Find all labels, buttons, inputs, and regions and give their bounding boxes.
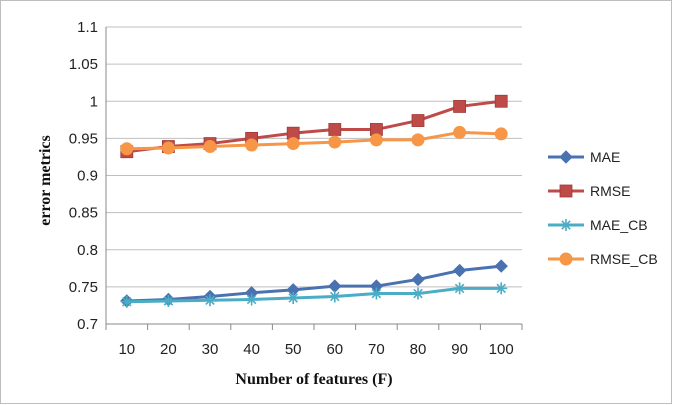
legend-item: MAE <box>548 149 620 165</box>
legend-item: RMSE_CB <box>548 251 658 267</box>
x-tick-label: 10 <box>118 341 135 358</box>
legend-label: MAE_CB <box>590 217 648 233</box>
data-point <box>411 133 425 147</box>
x-tick-label: 100 <box>489 341 514 358</box>
y-tick-label: 1.05 <box>69 56 98 73</box>
data-point <box>204 294 216 307</box>
legend-marker <box>559 252 573 266</box>
y-axis-title: error metrics <box>37 135 54 225</box>
data-point <box>494 259 508 273</box>
data-point <box>411 114 425 127</box>
data-point <box>120 142 134 156</box>
data-point <box>162 294 175 307</box>
data-point <box>203 140 217 154</box>
series-line <box>126 130 502 151</box>
data-point <box>494 94 508 108</box>
data-point <box>452 263 467 278</box>
legend-label: RMSE <box>590 183 630 199</box>
data-point <box>453 125 467 139</box>
series-mae-cb <box>120 282 508 308</box>
data-point <box>245 138 259 152</box>
y-tick-label: 0.75 <box>69 279 98 296</box>
data-point <box>328 290 341 303</box>
x-tick-label: 70 <box>368 341 385 358</box>
y-tick-label: 1.1 <box>77 19 98 36</box>
x-tick-label: 40 <box>243 341 260 358</box>
data-point <box>370 287 383 300</box>
data-point <box>328 279 342 293</box>
series-line <box>126 264 502 303</box>
data-point <box>328 135 342 149</box>
legend-marker <box>559 184 573 198</box>
legend-item: RMSE <box>548 183 630 199</box>
x-tick-label: 80 <box>410 341 427 358</box>
y-tick-label: 0.9 <box>77 168 98 185</box>
y-tick-label: 1 <box>90 93 98 110</box>
legend-item: MAE_CB <box>548 217 648 233</box>
x-tick-label: 50 <box>285 341 302 358</box>
series-rmse-cb <box>120 125 508 156</box>
x-axis-title: Number of features (F) <box>235 371 392 388</box>
data-point <box>328 123 342 136</box>
x-tick-label: 90 <box>451 341 468 358</box>
y-tick-label: 0.7 <box>77 316 98 333</box>
y-tick-label: 0.95 <box>69 130 98 147</box>
x-tick-label: 20 <box>160 341 177 358</box>
series-line <box>126 99 502 154</box>
legend-marker <box>559 150 573 164</box>
x-tick-label: 30 <box>202 341 219 358</box>
data-point <box>453 282 466 295</box>
y-tick-label: 0.8 <box>77 242 98 259</box>
y-tick-label: 0.85 <box>69 205 98 222</box>
data-point <box>411 272 425 287</box>
data-point <box>245 293 258 306</box>
data-point <box>412 287 424 300</box>
legend-marker <box>560 219 572 231</box>
x-tick-label: 60 <box>326 341 343 358</box>
data-point <box>369 133 383 147</box>
series-line <box>126 286 502 304</box>
data-point <box>161 141 175 155</box>
legend-label: MAE <box>590 149 620 165</box>
data-point <box>453 100 467 113</box>
data-point <box>495 282 508 295</box>
data-point <box>120 295 133 308</box>
data-point <box>494 127 508 141</box>
data-point <box>286 137 300 151</box>
legend: MAE RMSE MAE_CB RMSE_CB <box>548 149 658 267</box>
legend-label: RMSE_CB <box>590 251 658 267</box>
data-point <box>287 292 300 305</box>
